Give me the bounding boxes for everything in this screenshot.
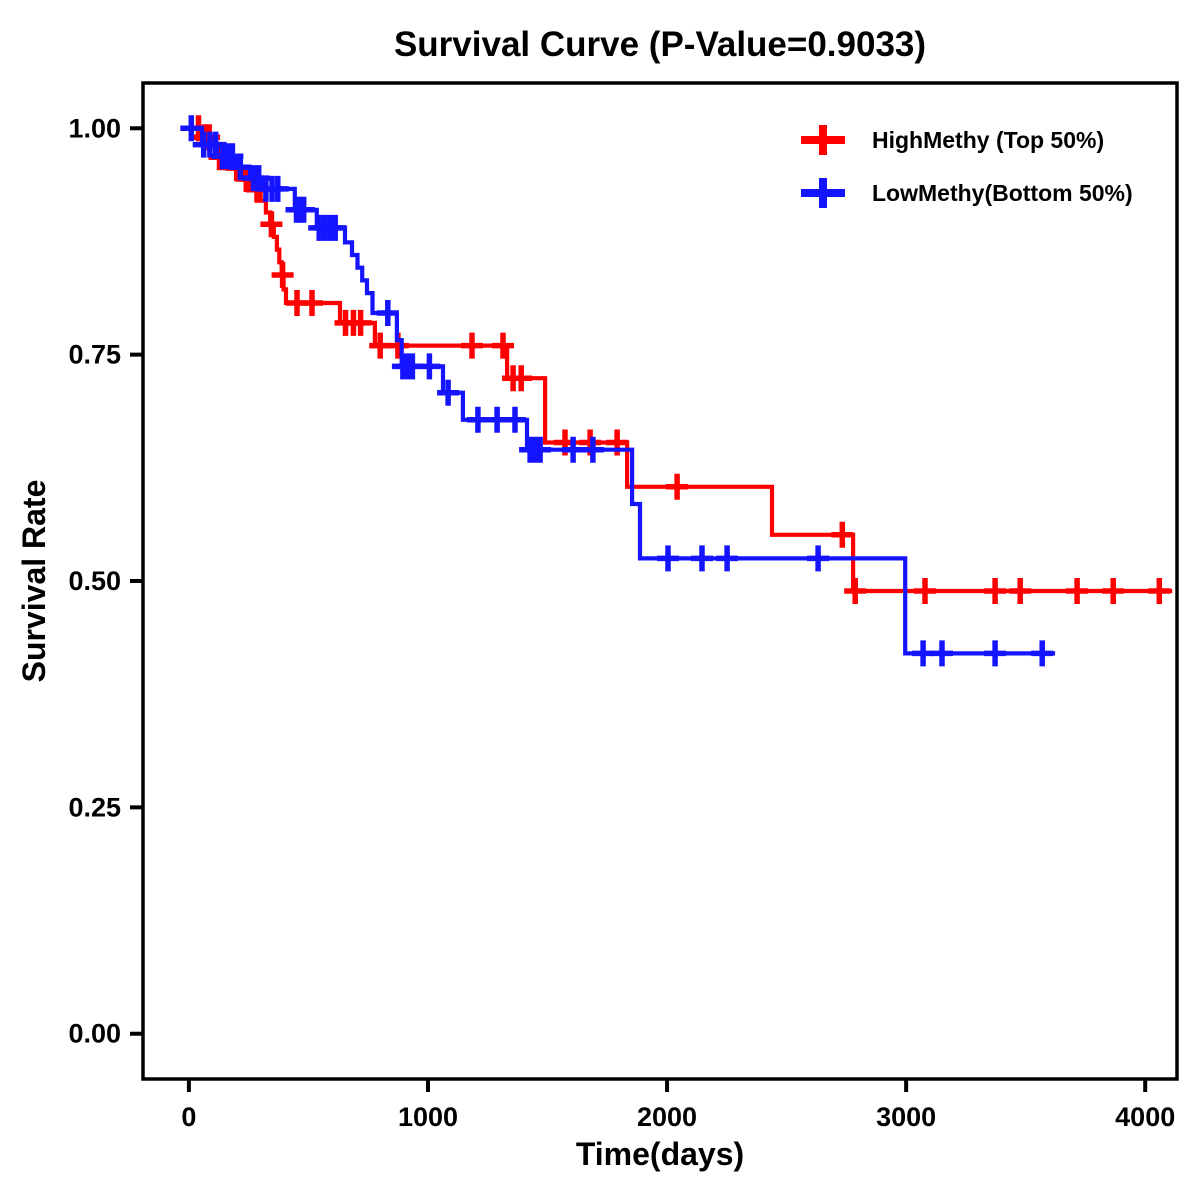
censor-mark-highmethy (1102, 578, 1125, 604)
legend: HighMethy (Top 50%) LowMethy(Bottom 50%) (801, 125, 1133, 208)
censor-mark-highmethy (666, 473, 689, 500)
censor-mark-highmethy (1066, 578, 1089, 604)
censor-mark-highmethy (461, 332, 483, 359)
censor-mark-lowmethy (376, 300, 399, 326)
x-tick-label: 0 (181, 1102, 196, 1132)
censor-mark-lowmethy (716, 545, 739, 572)
lowmethy-plus-icon (801, 178, 845, 208)
censor-mark-lowmethy (266, 175, 289, 202)
censor-mark-highmethy (349, 309, 372, 336)
censor-mark-lowmethy (657, 545, 679, 572)
censor-mark-lowmethy (504, 406, 526, 433)
censor-mark-highmethy (844, 578, 867, 604)
censor-mark-lowmethy (912, 640, 935, 667)
legend-label-highmethy: HighMethy (Top 50%) (872, 127, 1104, 153)
censor-mark-lowmethy (418, 353, 441, 380)
censor-mark-lowmethy (229, 154, 252, 181)
legend-item-highmethy: HighMethy (Top 50%) (801, 125, 1104, 155)
censor-mark-highmethy (510, 365, 533, 392)
chart-title: Survival Curve (P-Value=0.9033) (394, 25, 926, 64)
censor-mark-lowmethy (581, 436, 604, 463)
censor-mark-lowmethy (691, 545, 713, 572)
censor-mark-highmethy (1009, 578, 1032, 604)
censor-mark-lowmethy (931, 640, 953, 667)
x-tick-label: 3000 (876, 1102, 936, 1132)
censor-mark-lowmethy (180, 115, 203, 142)
censor-mark-highmethy (1148, 578, 1171, 604)
censor-mark-lowmethy (529, 436, 552, 463)
censor-mark-lowmethy (1031, 640, 1054, 667)
censor-mark-highmethy (831, 521, 854, 548)
censor-mark-highmethy (260, 211, 283, 238)
y-tick-label: 0.50 (68, 566, 121, 596)
censor-mark-lowmethy (466, 406, 489, 433)
y-axis-title: Survival Rate (16, 480, 52, 683)
x-tick-label: 4000 (1115, 1102, 1175, 1132)
survival-curve-lowmethy (188, 126, 1056, 656)
x-tick-label: 1000 (398, 1102, 458, 1132)
censor-mark-highmethy (492, 332, 514, 359)
curves-layer: 0 1000 2000 3000 4000 0.00 0.25 0.50 0.75 1.00 (68, 113, 1175, 1132)
censor-mark-lowmethy (292, 196, 315, 223)
censor-mark-highmethy (914, 578, 936, 604)
censor-mark-lowmethy (324, 214, 347, 241)
y-tick-label: 0.00 (68, 1019, 121, 1049)
y-tick-label: 0.75 (68, 340, 121, 370)
x-tick-label: 2000 (637, 1102, 697, 1132)
censor-mark-lowmethy (562, 436, 585, 463)
censor-mark-lowmethy (984, 640, 1007, 667)
x-axis-title: Time(days) (576, 1136, 744, 1172)
legend-item-lowmethy: LowMethy(Bottom 50%) (801, 178, 1133, 208)
y-tick-label: 1.00 (68, 113, 121, 143)
legend-label-lowmethy: LowMethy(Bottom 50%) (872, 180, 1133, 206)
highmethy-plus-icon (801, 125, 845, 155)
censor-mark-lowmethy (437, 379, 460, 406)
censor-mark-highmethy (301, 290, 323, 316)
censor-mark-highmethy (271, 262, 294, 288)
censor-mark-highmethy (984, 578, 1007, 604)
censor-mark-lowmethy (807, 545, 830, 572)
y-tick-label: 0.25 (68, 792, 121, 822)
